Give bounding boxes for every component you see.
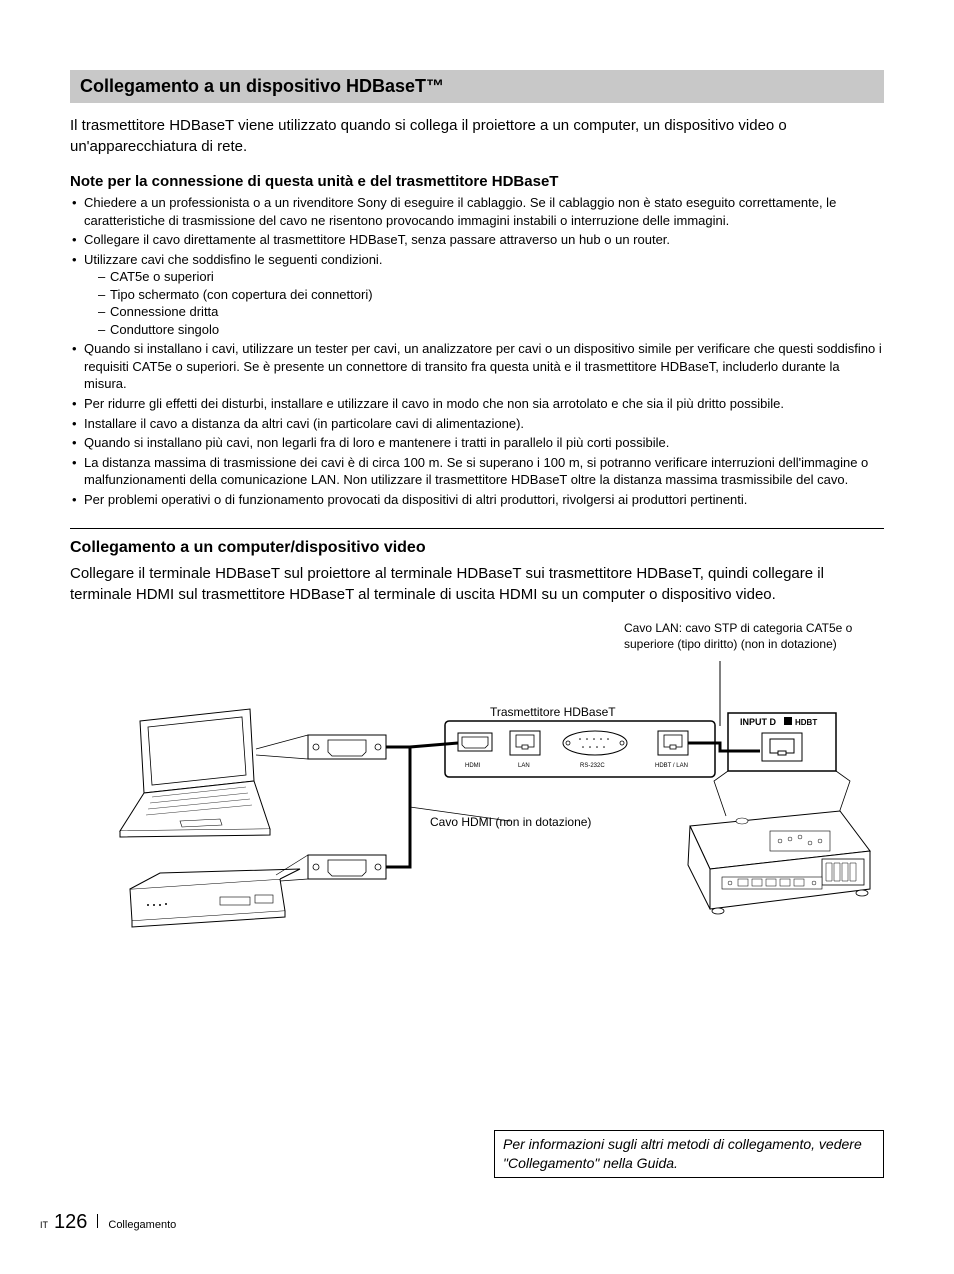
sub-list-item: Connessione dritta <box>98 303 884 321</box>
note-box: Per informazioni sugli altri metodi di c… <box>494 1130 884 1178</box>
subsection-body: Collegare il terminale HDBaseT sul proie… <box>70 563 884 605</box>
connection-diagram: Cavo LAN: cavo STP di categoria CAT5e o … <box>70 621 884 961</box>
projector-icon <box>688 811 870 914</box>
list-item: Collegare il cavo direttamente al trasme… <box>70 231 884 249</box>
notes-list: Chiedere a un professionista o a un rive… <box>70 194 884 508</box>
laptop-icon <box>120 709 270 837</box>
footer-section: Collegamento <box>108 1219 176 1231</box>
svg-text:HDBT: HDBT <box>795 718 817 727</box>
lan-cable-label: Cavo LAN: cavo STP di categoria CAT5e o … <box>624 621 884 652</box>
subsection-heading: Collegamento a un computer/dispositivo v… <box>70 539 884 557</box>
transmitter-label: Trasmettitore HDBaseT <box>490 705 616 721</box>
page-number: 126 <box>54 1211 87 1234</box>
page-footer: IT 126 Collegamento <box>40 1211 176 1234</box>
sub-list-item: Conduttore singolo <box>98 321 884 339</box>
list-item: Chiedere a un professionista o a un rive… <box>70 194 884 229</box>
input-d-text: INPUT D <box>740 717 777 727</box>
svg-text:LAN: LAN <box>518 763 530 769</box>
list-item: Utilizzare cavi che soddisfino le seguen… <box>70 251 884 339</box>
sub-list-item: Tipo schermato (con copertura dei connet… <box>98 286 884 304</box>
sub-list-item: CAT5e o superiori <box>98 268 884 286</box>
list-item: Per problemi operativi o di funzionament… <box>70 491 884 509</box>
svg-text:HDBT / LAN: HDBT / LAN <box>655 763 688 769</box>
list-item: Per ridurre gli effetti dei disturbi, in… <box>70 395 884 413</box>
footer-separator <box>97 1214 98 1228</box>
section-header: Collegamento a un dispositivo HDBaseT™ <box>70 70 884 103</box>
sub-list: CAT5e o superiori Tipo schermato (con co… <box>84 268 884 338</box>
svg-text:RS-232C: RS-232C <box>580 763 605 769</box>
list-item: Quando si installano più cavi, non legar… <box>70 434 884 452</box>
notes-heading: Note per la connessione di questa unità … <box>70 173 884 190</box>
list-item: Quando si installano i cavi, utilizzare … <box>70 340 884 393</box>
list-item: Installare il cavo a distanza da altri c… <box>70 415 884 433</box>
svg-text:HDMI: HDMI <box>465 763 481 769</box>
lang-code: IT <box>40 1220 48 1230</box>
video-device-icon <box>130 869 300 927</box>
diagram-svg: INPUT D HDBT HDMI LAN RS-232C HDBT / LA <box>70 621 890 951</box>
hdmi-cable-label: Cavo HDMI (non in dotazione) <box>430 815 591 831</box>
intro-paragraph: Il trasmettitore HDBaseT viene utilizzat… <box>70 115 884 157</box>
list-item-text: Utilizzare cavi che soddisfino le seguen… <box>84 252 382 267</box>
divider <box>70 528 884 529</box>
list-item: La distanza massima di trasmissione dei … <box>70 454 884 489</box>
